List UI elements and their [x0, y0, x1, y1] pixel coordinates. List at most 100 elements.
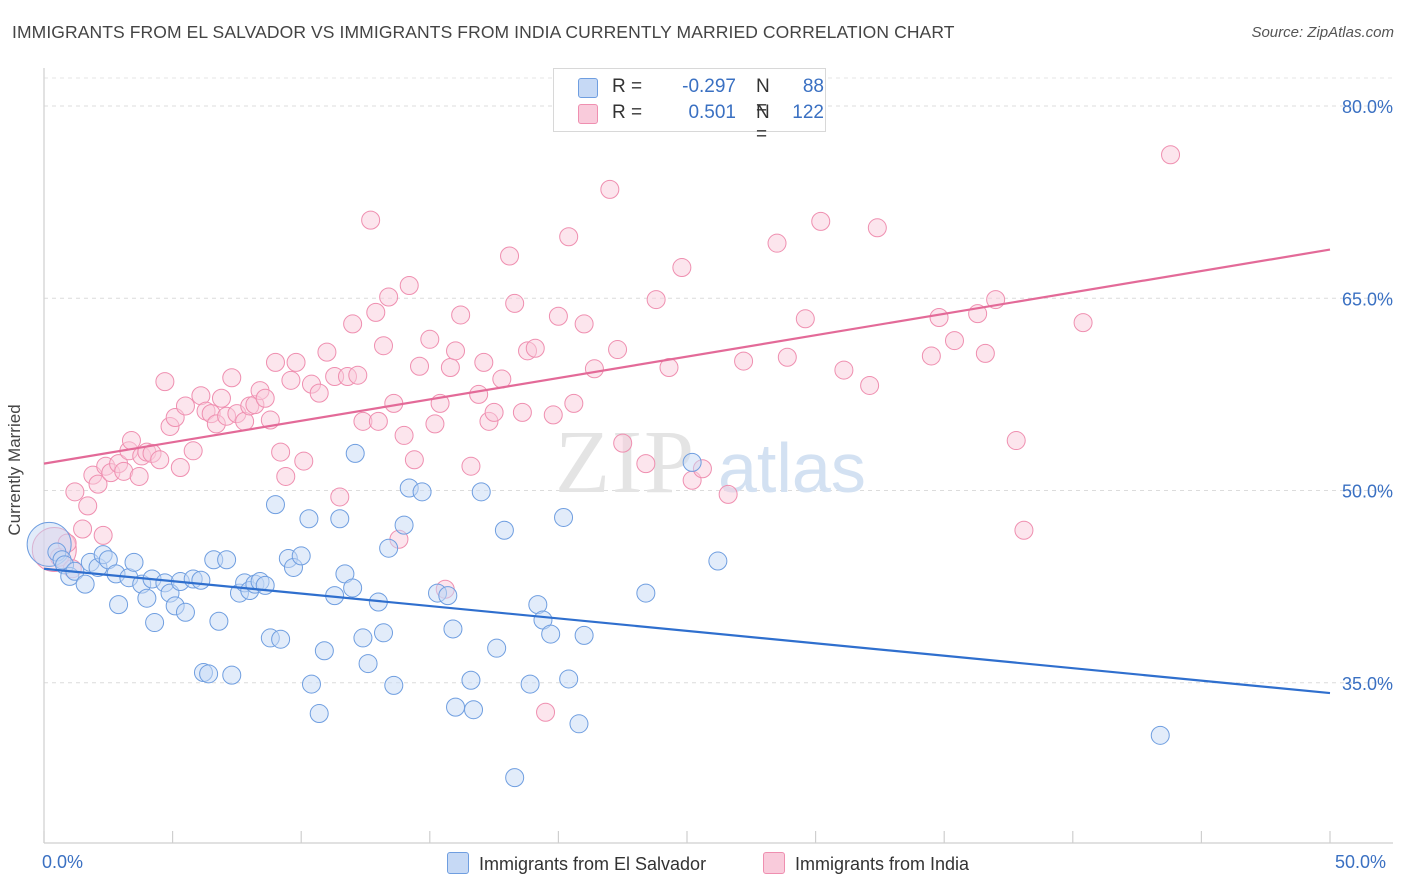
el-salvador-point [175, 602, 195, 622]
el-salvador-point [1150, 725, 1170, 745]
el-salvador-point [265, 495, 285, 515]
el-salvador-point [299, 509, 319, 529]
india-point [613, 433, 633, 453]
y-tick-label: 65.0% [1342, 289, 1393, 309]
india-point [1161, 145, 1181, 165]
india-point [600, 179, 620, 199]
india-point [404, 450, 424, 470]
y-tick-labels: 35.0% 50.0% 65.0% 80.0% [1342, 97, 1393, 694]
india-point [525, 338, 545, 358]
india-point [175, 396, 195, 416]
india-point [584, 359, 604, 379]
el-salvador-point [471, 482, 491, 502]
r-value: 0.501 [688, 102, 736, 123]
el-salvador-point [191, 570, 211, 590]
n-value: 88 [802, 76, 824, 97]
india-point [834, 360, 854, 380]
india-point [425, 414, 445, 434]
el-salvador-point [438, 586, 458, 606]
r-value: -0.297 [682, 76, 736, 97]
india-point [88, 474, 108, 494]
india-point [255, 388, 275, 408]
el-salvador-point [330, 509, 350, 529]
el-salvador-point [487, 638, 507, 658]
india-point [672, 258, 692, 278]
el-salvador-point [554, 507, 574, 527]
el-salvador-point [301, 674, 321, 694]
legend-item-el-salvador[interactable]: Immigrants from El Salvador [447, 852, 706, 875]
india-point [543, 405, 563, 425]
india-point [271, 442, 291, 462]
el-salvador-point [374, 623, 394, 643]
india-point [330, 487, 350, 507]
india-point [368, 411, 388, 431]
el-salvador-point [291, 546, 311, 566]
el-salvador-legend-swatch [447, 852, 469, 874]
india-point [795, 309, 815, 329]
india-point [286, 352, 306, 372]
india-point [574, 314, 594, 334]
axes [43, 68, 1393, 844]
el-salvador-point [109, 595, 129, 615]
india-point [276, 466, 296, 486]
el-salvador-point [309, 704, 329, 724]
r-label: R = [612, 102, 643, 123]
el-salvador-point [443, 619, 463, 639]
el-salvador-point [446, 697, 466, 717]
india-point [512, 402, 532, 422]
india-point [646, 290, 666, 310]
india-point [170, 457, 190, 477]
el-salvador-point [708, 551, 728, 571]
el-salvador-point [145, 613, 165, 633]
india-point [929, 308, 949, 328]
india-point [446, 341, 466, 361]
chart-title: IMMIGRANTS FROM EL SALVADOR VS IMMIGRANT… [12, 22, 955, 42]
india-point [469, 384, 489, 404]
india-point [767, 233, 787, 253]
india-point [636, 454, 656, 474]
india-point [975, 343, 995, 363]
india-point [65, 482, 85, 502]
india-point [734, 351, 754, 371]
legend-item-india[interactable]: Immigrants from India [763, 852, 969, 875]
legend-label: Immigrants from India [795, 854, 970, 874]
el-salvador-point [222, 665, 242, 685]
india-trend-line [43, 248, 1331, 465]
india-point [317, 342, 337, 362]
el-salvador-point [345, 443, 365, 463]
india-point [374, 336, 394, 356]
source-label: Source: ZipAtlas.com [1251, 24, 1394, 41]
india-point [222, 368, 242, 388]
stats-legend: R = -0.297 N = 88 R = 0.501 N = 122 [553, 68, 826, 145]
n-label: N = [756, 102, 770, 145]
india-point [718, 484, 738, 504]
india-point [944, 331, 964, 351]
el-salvador-point [559, 669, 579, 689]
india-point [73, 519, 93, 539]
india-swatch [578, 104, 598, 124]
india-point [121, 431, 141, 451]
india-point [505, 293, 525, 313]
india-point [811, 211, 831, 231]
india-point [564, 393, 584, 413]
india-point [394, 425, 414, 445]
india-point [129, 466, 149, 486]
el-salvador-point [412, 482, 432, 502]
el-salvador-point [271, 629, 291, 649]
n-label: N = [756, 76, 770, 119]
legend-label: Immigrants from El Salvador [479, 854, 707, 874]
el-salvador-point [353, 628, 373, 648]
india-point [379, 287, 399, 307]
el-salvador-point [569, 714, 589, 734]
india-point [211, 388, 231, 408]
india-point [281, 370, 301, 390]
india-point [294, 451, 314, 471]
el-salvador-point [314, 641, 334, 661]
el-salvador-point [343, 578, 363, 598]
el-salvador-point [464, 700, 484, 720]
el-salvador-swatch [578, 78, 598, 98]
el-salvador-point [384, 675, 404, 695]
el-salvador-point [358, 654, 378, 674]
india-point [150, 450, 170, 470]
el-salvador-point [379, 538, 399, 558]
